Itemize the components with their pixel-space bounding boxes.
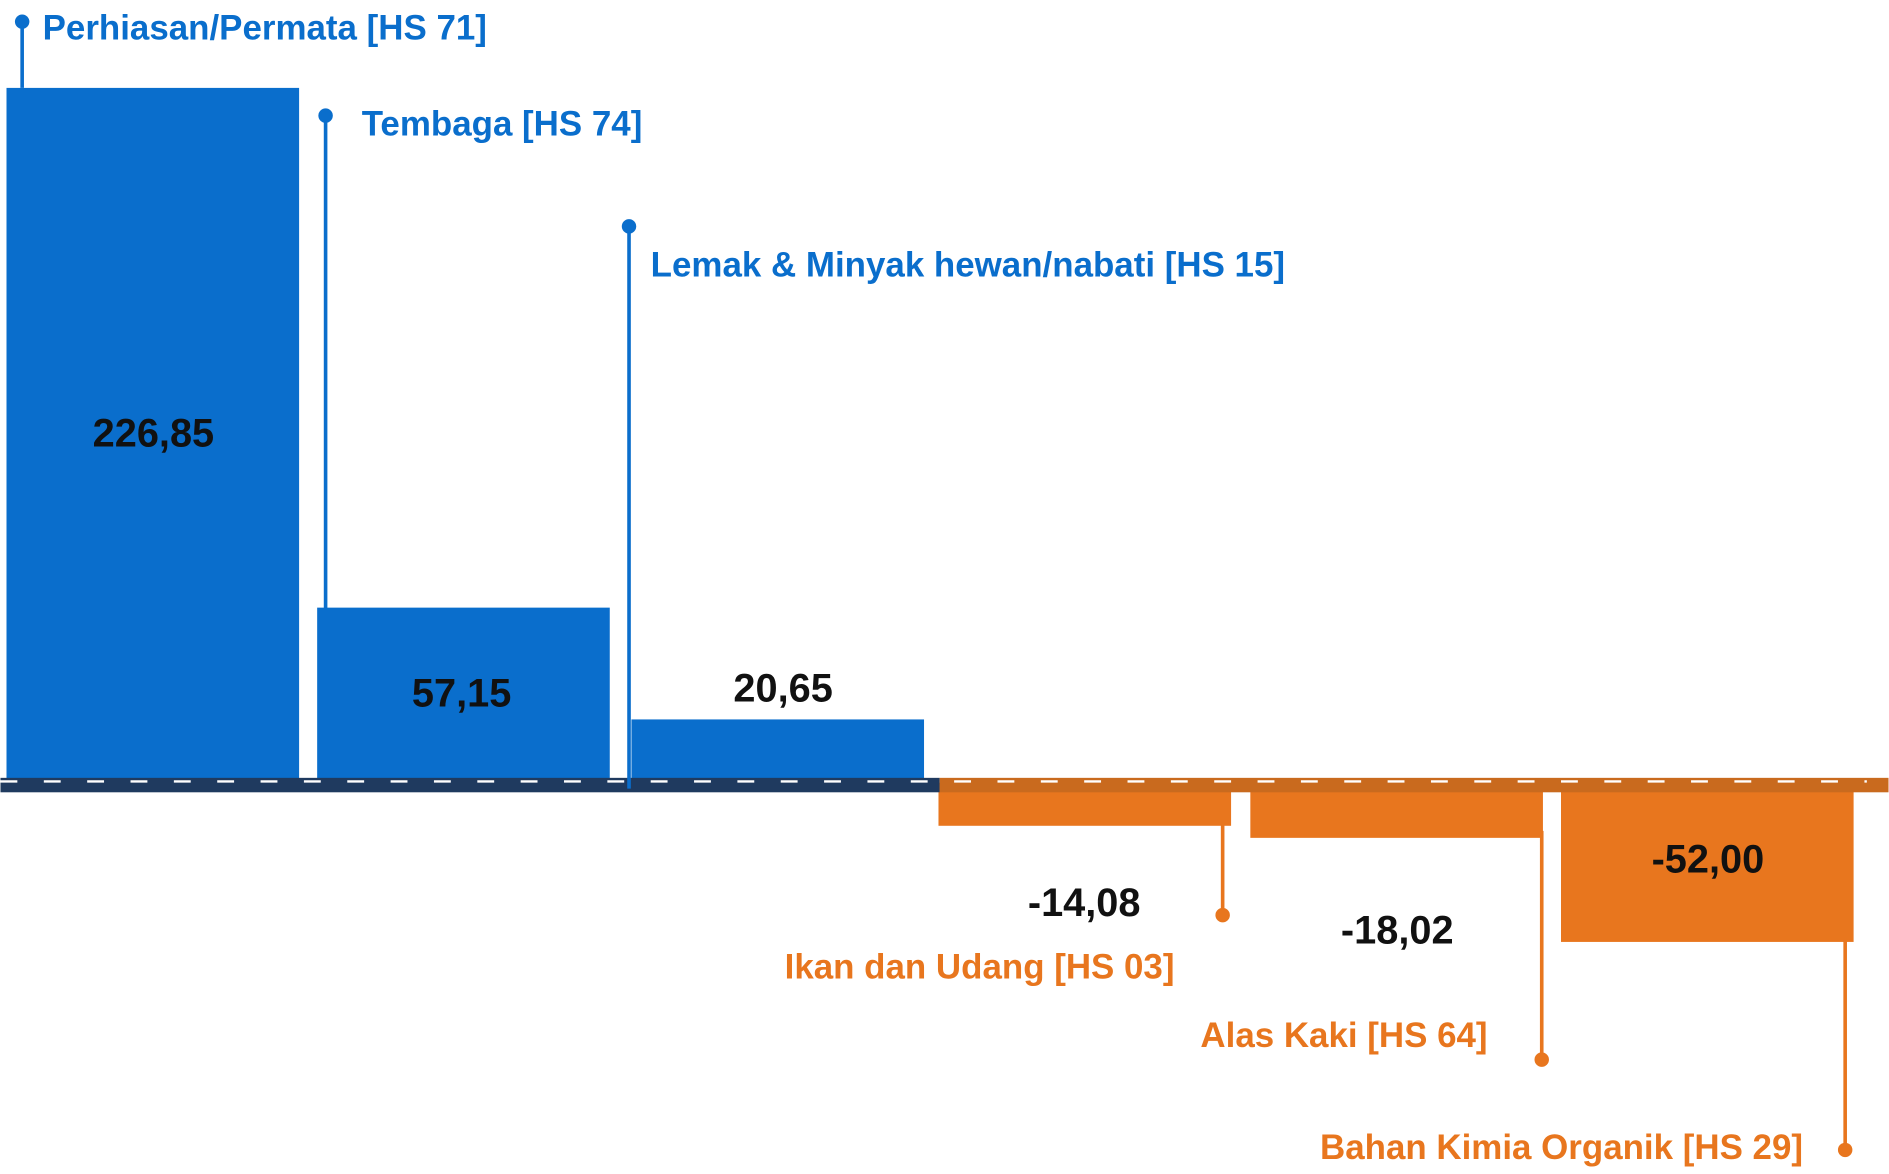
- value-label: 57,15: [412, 671, 511, 715]
- bar: [317, 607, 610, 783]
- value-label: -18,02: [1341, 909, 1454, 953]
- value-label: 20,65: [733, 667, 832, 711]
- bar: [6, 87, 300, 783]
- leader-dot: [1534, 1052, 1549, 1067]
- value-label: -52,00: [1652, 838, 1765, 882]
- leader-dot: [14, 14, 30, 29]
- category-label: Perhiasan/Permata [HS 71]: [43, 8, 487, 47]
- value-label: 226,85: [93, 411, 214, 455]
- value-label: -14,08: [1028, 881, 1141, 925]
- bar: [1561, 782, 1854, 942]
- category-label: Ikan dan Udang [HS 03]: [785, 948, 1175, 987]
- baseline-right: [939, 777, 1889, 793]
- baseline-left: [0, 777, 940, 793]
- leader-dot: [1837, 1142, 1853, 1158]
- leader-dot: [1215, 907, 1230, 923]
- bar: [631, 719, 925, 783]
- category-label: Alas Kaki [HS 64]: [1200, 1016, 1487, 1055]
- leader-dot: [621, 219, 637, 234]
- category-label: Lemak & Minyak hewan/nabati [HS 15]: [651, 246, 1285, 285]
- category-label: Bahan Kimia Organik [HS 29]: [1320, 1128, 1803, 1167]
- leader-dot: [318, 108, 333, 123]
- category-label: Tembaga [HS 74]: [362, 105, 643, 144]
